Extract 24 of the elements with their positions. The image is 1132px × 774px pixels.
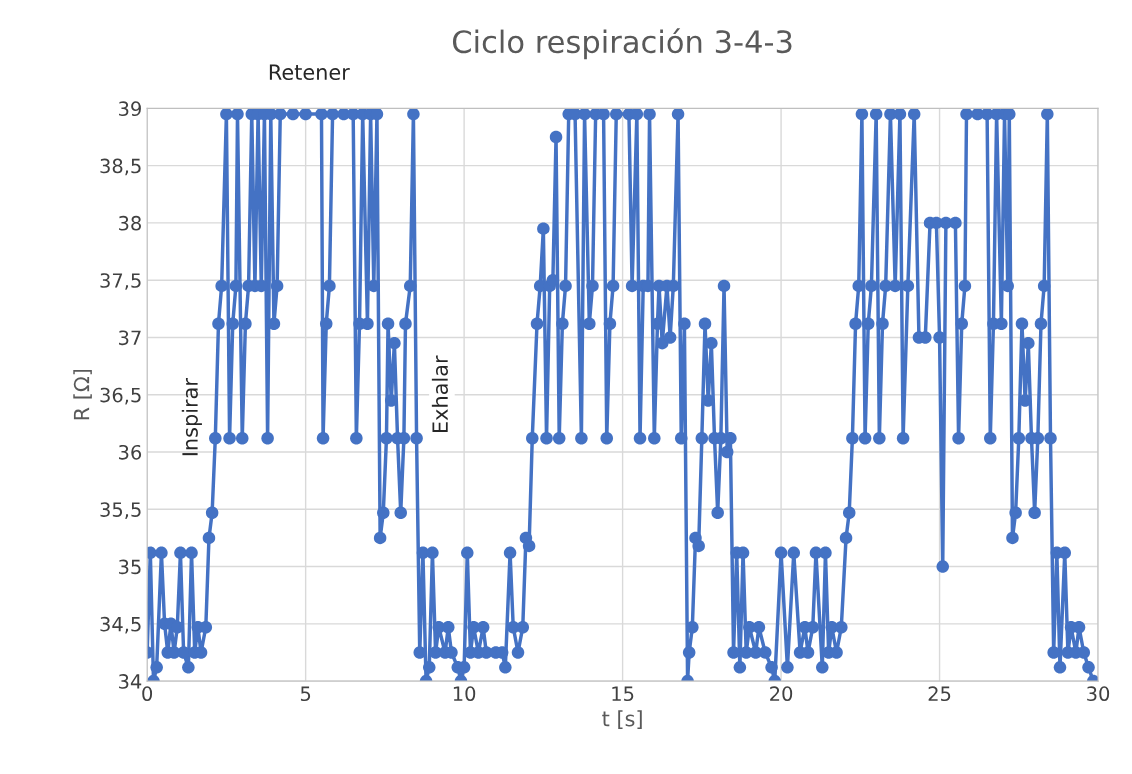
x-tick-label: 10: [453, 686, 476, 702]
annotation: Inspirar: [181, 378, 202, 456]
x-tick-label: 30: [1087, 686, 1110, 702]
x-tick-label: 15: [612, 686, 634, 702]
chart-title: Ciclo respiración 3-4-3: [452, 28, 792, 60]
y-tick-label: 37,5: [100, 273, 141, 290]
y-tick-label: 34: [119, 674, 142, 689]
annotation: Exhalar: [431, 355, 448, 432]
y-tick-label: 38,5: [100, 158, 141, 176]
x-tick-label: 0: [142, 686, 153, 702]
y-tick-label: 37: [119, 330, 141, 346]
x-tick-label: 20: [770, 686, 793, 702]
y-tick-label: 34,5: [100, 616, 141, 634]
text: Retener: [269, 64, 350, 81]
x-tick-label: 5: [300, 686, 311, 702]
y-axis-title: R [Ω]: [73, 369, 92, 420]
y-tick-label: 35,5: [100, 502, 141, 519]
y-tick-label: 39: [119, 101, 141, 117]
y-tick-label: 36: [119, 444, 142, 460]
x-tick-label: 25: [928, 686, 951, 702]
y-tick-label: 35: [119, 559, 141, 575]
y-tick-label: 38: [119, 215, 141, 231]
y-tick-label: 36,5: [100, 387, 141, 405]
x-axis-title: t [s]: [602, 710, 642, 729]
